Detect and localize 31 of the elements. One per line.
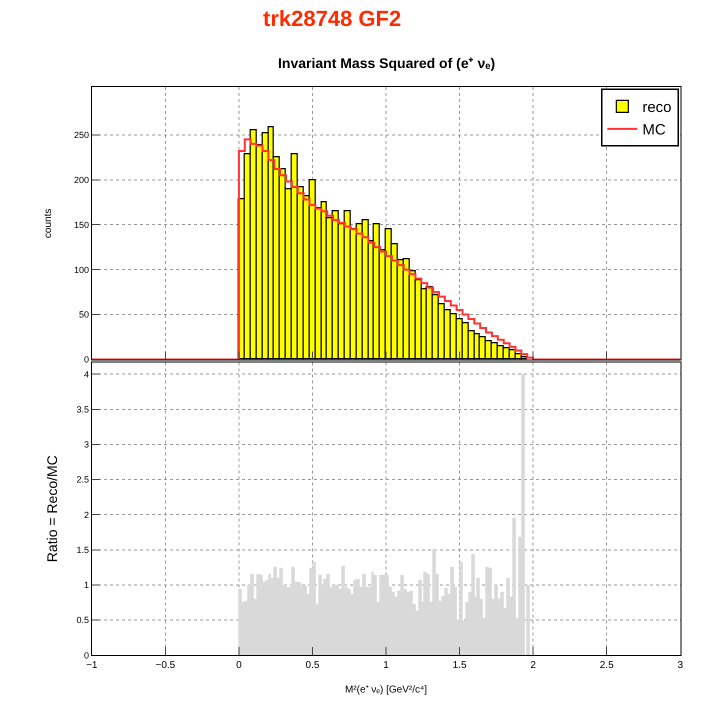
y-tick-label: 1.5 [76, 544, 89, 555]
legend-label: reco [642, 99, 672, 116]
y-tick-label: 3 [84, 440, 89, 450]
x-tick-label: 0.5 [306, 660, 320, 672]
y-tick-label: 0.5 [76, 615, 89, 626]
y-tick-label: 50 [78, 310, 89, 320]
chart-title: Invariant Mass Squared of (e⁺ νₑ) [278, 55, 496, 71]
y-axis-title: counts [42, 208, 54, 238]
x-tick-label: 1.5 [452, 660, 467, 672]
y-tick-label: 2 [84, 510, 89, 520]
y-tick-label: 100 [74, 264, 89, 275]
x-tick-label: 3 [677, 660, 684, 672]
y-tick-label: 2.5 [76, 474, 89, 485]
y-tick-label: 0 [84, 650, 89, 660]
y-tick-label: 0 [84, 354, 89, 365]
y-tick-label: 200 [74, 174, 89, 185]
y-tick-label: 150 [74, 220, 89, 230]
y-tick-label: 1 [84, 580, 89, 590]
x-axis-title: M²(e⁺ νₑ) [GeV²/c⁴] [344, 684, 428, 696]
y-tick-label: 4 [84, 369, 89, 380]
legend-label: MC [642, 122, 666, 139]
y-tick-label: 250 [74, 130, 89, 140]
y-tick-label: 3.5 [76, 404, 89, 414]
text: trk28748 GF2 [263, 6, 402, 31]
y-axis-title: Ratio = Reco/MC [44, 455, 60, 562]
x-tick-label: 2 [530, 660, 536, 672]
x-tick-label: 1 [383, 660, 390, 672]
x-tick-label: −0.5 [155, 660, 176, 672]
x-tick-label: 0 [236, 660, 242, 672]
x-tick-label: −1 [86, 660, 98, 672]
x-tick-label: 2.5 [600, 660, 614, 672]
